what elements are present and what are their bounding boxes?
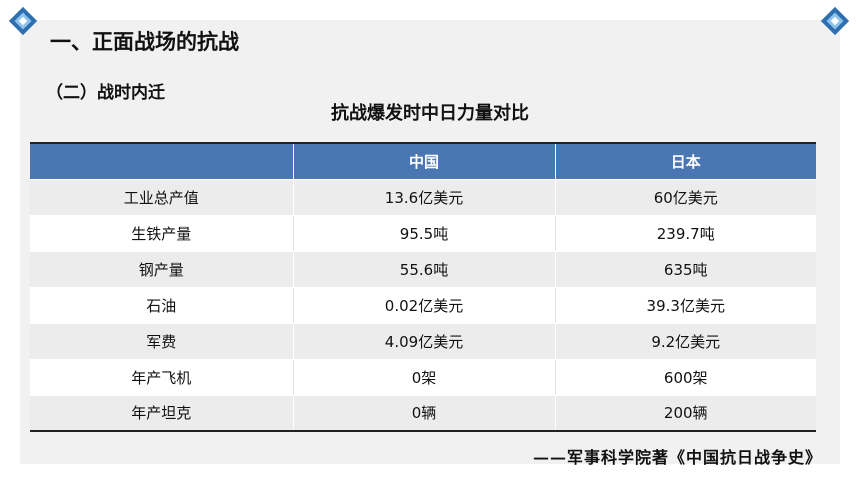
- row-label: 生铁产量: [30, 215, 293, 252]
- china-value: 0架: [292, 359, 555, 396]
- table-row: 年产坦克 0辆 200辆: [30, 395, 816, 432]
- row-label: 工业总产值: [30, 179, 293, 216]
- row-label: 石油: [30, 287, 293, 324]
- china-value: 0辆: [292, 395, 555, 432]
- japan-value: 200辆: [554, 395, 816, 432]
- diamond-ornament-icon: [820, 6, 850, 36]
- source-citation: ——军事科学院著《中国抗日战争史》: [532, 448, 822, 467]
- table-row: 工业总产值 13.6亿美元 60亿美元: [30, 179, 816, 216]
- japan-value: 39.3亿美元: [554, 287, 816, 324]
- table-row: 生铁产量 95.5吨 239.7吨: [30, 215, 816, 252]
- comparison-table: 中国 日本 工业总产值 13.6亿美元 60亿美元 生铁产量 95.5吨 239…: [30, 142, 816, 432]
- section-subtitle: （二）战时内迁: [46, 83, 165, 103]
- china-value: 0.02亿美元: [292, 287, 555, 324]
- row-label: 年产飞机: [30, 359, 293, 396]
- row-label: 年产坦克: [30, 395, 293, 432]
- diamond-ornament-icon: [8, 6, 38, 36]
- table-title: 抗战爆发时中日力量对比: [331, 103, 529, 124]
- table-row: 军费 4.09亿美元 9.2亿美元: [30, 323, 816, 360]
- table-row: 年产飞机 0架 600架: [30, 359, 816, 396]
- page-title: 一、正面战场的抗战: [50, 30, 239, 54]
- china-value: 4.09亿美元: [292, 323, 555, 360]
- japan-value: 635吨: [554, 251, 816, 288]
- japan-value: 9.2亿美元: [554, 323, 816, 360]
- china-value: 95.5吨: [292, 215, 555, 252]
- row-label: 钢产量: [30, 251, 293, 288]
- table-header-row: 中国 日本: [30, 142, 816, 180]
- japan-value: 239.7吨: [554, 215, 816, 252]
- table-row: 石油 0.02亿美元 39.3亿美元: [30, 287, 816, 324]
- row-label: 军费: [30, 323, 293, 360]
- table-row: 钢产量 55.6吨 635吨: [30, 251, 816, 288]
- japan-value: 600架: [554, 359, 816, 396]
- china-value: 55.6吨: [292, 251, 555, 288]
- header-cell-japan: 日本: [554, 142, 816, 180]
- header-cell-china: 中国: [292, 142, 555, 180]
- china-value: 13.6亿美元: [292, 179, 555, 216]
- japan-value: 60亿美元: [554, 179, 816, 216]
- header-cell-item: [30, 142, 293, 180]
